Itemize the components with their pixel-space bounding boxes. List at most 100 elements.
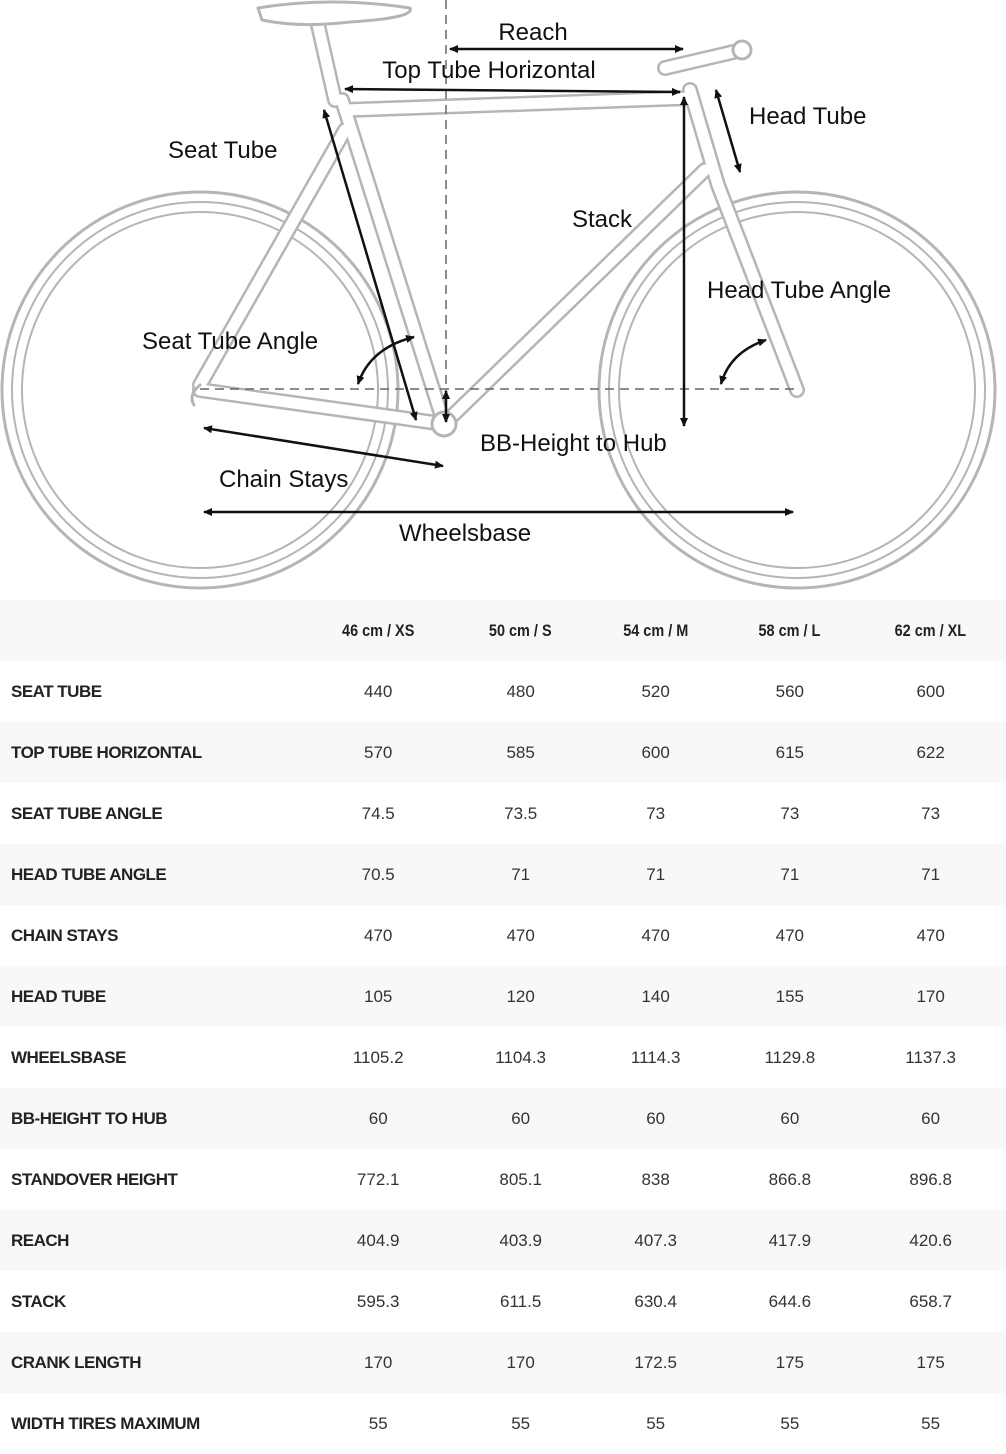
- cell-value: 71: [780, 864, 800, 884]
- cell-value: 60: [921, 1108, 941, 1128]
- table-row: SEAT TUBE 440 480 520 560 600: [0, 661, 1006, 722]
- cell-value: 73: [646, 803, 666, 823]
- table-row: BB-HEIGHT TO HUB 60 60 60 60 60: [0, 1088, 1006, 1149]
- cell-value: 1105.2: [352, 1047, 404, 1067]
- head-tube-arrow: [714, 89, 742, 173]
- row-label: HEAD TUBE: [11, 986, 106, 1006]
- row-label: REACH: [11, 1230, 69, 1250]
- cell-value: 172.5: [634, 1352, 677, 1372]
- table-header-row: 46 cm / XS 50 cm / S 54 cm / M 58 cm / L 62 …: [0, 600, 1006, 661]
- cell-value: 1104.3: [495, 1047, 547, 1067]
- row-label: HEAD TUBE ANGLE: [11, 864, 167, 884]
- top-tube-arrow: [344, 85, 681, 96]
- bike-geometry-diagram: Reach Top Tube Horizontal Head Tube Seat…: [0, 0, 997, 590]
- row-label: STANDOVER HEIGHT: [11, 1169, 178, 1189]
- cell-value: 417.9: [768, 1230, 812, 1250]
- table-row: CHAIN STAYS 470 470 470 470 470: [0, 905, 1006, 966]
- label-head-tube: Head Tube: [749, 103, 866, 130]
- label-top-tube-horizontal: Top Tube Horizontal: [382, 57, 595, 84]
- diagram-labels: Reach Top Tube Horizontal Head Tube Seat…: [142, 19, 891, 547]
- dimension-arrows: [203, 45, 794, 516]
- cell-value: 1129.8: [764, 1047, 816, 1067]
- cell-value: 470: [775, 925, 805, 945]
- cell-value: 175: [916, 1352, 945, 1372]
- cell-value: 595.3: [356, 1291, 400, 1311]
- label-wheelsbase: Wheelsbase: [399, 520, 531, 547]
- cell-value: 60: [646, 1108, 666, 1128]
- cell-value: 403.9: [499, 1230, 542, 1250]
- cell-value: 60: [368, 1108, 388, 1128]
- cell-value: 155: [775, 986, 805, 1006]
- cell-value: 407.3: [634, 1230, 677, 1250]
- label-seat-tube: Seat Tube: [168, 137, 277, 164]
- head-tube-angle-arrow: [719, 338, 767, 385]
- cell-value: 470: [506, 925, 535, 945]
- label-reach: Reach: [498, 19, 567, 46]
- cell-value: 600: [916, 681, 945, 701]
- cell-value: 120: [506, 986, 535, 1006]
- label-stack: Stack: [572, 206, 633, 233]
- cell-value: 470: [641, 925, 670, 945]
- cell-value: 404.9: [356, 1230, 400, 1250]
- chain-stays-arrow: [203, 425, 444, 469]
- cell-value: 772.1: [356, 1169, 400, 1189]
- row-label: STACK: [11, 1291, 66, 1311]
- cell-value: 71: [921, 864, 941, 884]
- row-label: WIDTH TIRES MAXIMUM: [11, 1413, 200, 1433]
- column-header-size: 58 cm / L: [758, 620, 821, 640]
- table-row: WHEELSBASE 1105.2 1104.3 1114.3 1129.8 1137.3: [0, 1027, 1006, 1088]
- column-header-size: 62 cm / XL: [894, 620, 967, 640]
- table-row: HEAD TUBE 105 120 140 155 170: [0, 966, 1006, 1027]
- table-row: WIDTH TIRES MAXIMUM 55 55 55 55 55: [0, 1393, 1006, 1454]
- cell-value: 1114.3: [630, 1047, 681, 1067]
- cell-value: 805.1: [499, 1169, 542, 1189]
- cell-value: 70.5: [361, 864, 395, 884]
- cell-value: 611.5: [500, 1291, 542, 1311]
- column-header-size: 54 cm / M: [623, 620, 689, 640]
- cell-value: 866.8: [768, 1169, 812, 1189]
- cell-value: 560: [775, 681, 805, 701]
- label-chain-stays: Chain Stays: [219, 466, 348, 493]
- header-empty: [23, 600, 280, 661]
- cell-value: 420.6: [909, 1230, 952, 1250]
- label-seat-tube-angle: Seat Tube Angle: [142, 328, 318, 355]
- table-row: HEAD TUBE ANGLE 70.5 71 71 71 71: [0, 844, 1006, 905]
- cell-value: 644.6: [768, 1291, 812, 1311]
- table-row: CRANK LENGTH 170 170 172.5 175 175: [0, 1332, 1006, 1393]
- table-row: TOP TUBE HORIZONTAL 570 585 600 615 622: [0, 722, 1006, 783]
- cell-value: 630.4: [634, 1291, 677, 1311]
- cell-value: 896.8: [909, 1169, 952, 1189]
- cell-value: 570: [364, 742, 393, 762]
- cell-value: 470: [916, 925, 945, 945]
- row-label: TOP TUBE HORIZONTAL: [11, 742, 202, 762]
- cell-value: 55: [646, 1413, 666, 1433]
- row-label: WHEELSBASE: [11, 1047, 126, 1067]
- cell-value: 60: [511, 1108, 531, 1128]
- cell-value: 74.5: [361, 803, 395, 823]
- cell-value: 105: [364, 986, 393, 1006]
- cell-value: 73.5: [504, 803, 538, 823]
- row-label: SEAT TUBE ANGLE: [11, 803, 163, 823]
- cell-value: 470: [364, 925, 393, 945]
- cell-value: 520: [641, 681, 670, 701]
- row-label: SEAT TUBE: [11, 681, 102, 701]
- row-label: CHAIN STAYS: [11, 925, 118, 945]
- cell-value: 170: [916, 986, 945, 1006]
- cell-value: 73: [921, 803, 941, 823]
- cell-value: 140: [641, 986, 670, 1006]
- cell-value: 585: [506, 742, 535, 762]
- front-wheel: [597, 190, 997, 590]
- table-row: STANDOVER HEIGHT 772.1 805.1 838 866.8 896.8: [0, 1149, 1006, 1210]
- cell-value: 55: [511, 1413, 531, 1433]
- table-row: STACK 595.3 611.5 630.4 644.6 658.7: [0, 1271, 1006, 1332]
- reference-lines: [200, 0, 800, 420]
- cell-value: 170: [506, 1352, 535, 1372]
- cell-value: 615: [775, 742, 805, 762]
- table-row: SEAT TUBE ANGLE 74.5 73.5 73 73 73: [0, 783, 1006, 844]
- row-label: BB-HEIGHT TO HUB: [11, 1108, 168, 1128]
- cell-value: 60: [780, 1108, 800, 1128]
- cell-value: 838: [641, 1169, 670, 1189]
- cell-value: 175: [775, 1352, 805, 1372]
- cell-value: 480: [506, 681, 535, 701]
- cell-value: 658.7: [909, 1291, 952, 1311]
